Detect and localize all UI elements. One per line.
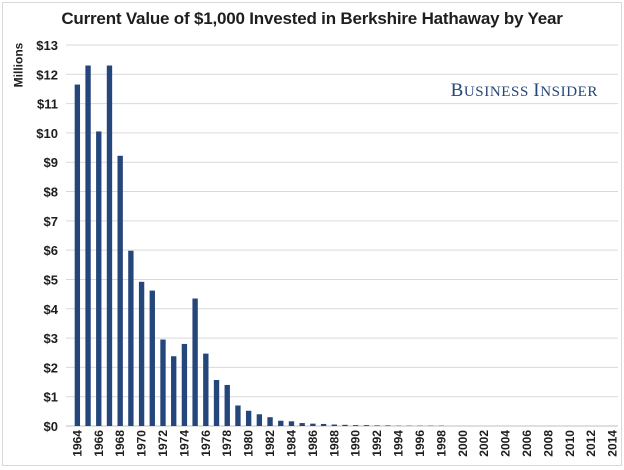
y-axis-ticks: $0 $1 $2 $3 $4 $5 $6 $7 $8 $9 $10 $11 $12 $13 xyxy=(36,38,58,434)
bar-1967 xyxy=(107,66,112,426)
x-tick-label: 1976 xyxy=(199,430,213,457)
bar-1986 xyxy=(310,424,315,426)
y-tick-label: $13 xyxy=(36,38,58,53)
bar-1990 xyxy=(353,425,358,426)
bar-1987 xyxy=(321,424,326,426)
bar-1988 xyxy=(332,425,337,426)
bar-1983 xyxy=(278,421,283,426)
x-tick-label: 1994 xyxy=(392,430,406,457)
bar-1992 xyxy=(374,425,379,426)
x-tick-label: 1972 xyxy=(156,430,170,457)
y-tick-label: $10 xyxy=(36,126,58,141)
y-tick-label: $0 xyxy=(44,419,58,434)
x-tick-label: 1982 xyxy=(263,430,277,457)
x-tick-label: 1964 xyxy=(70,430,84,457)
x-axis-ticks: 1964 1966 1968 1970 1972 1974 1976 1978 1980 1982… xyxy=(70,430,619,457)
bars xyxy=(75,66,444,426)
y-tick-label: $2 xyxy=(44,360,58,375)
bar-1965 xyxy=(85,66,90,426)
y-tick-label: $3 xyxy=(44,331,58,346)
x-tick-label: 2000 xyxy=(456,430,470,457)
x-tick-label: 1978 xyxy=(220,430,234,457)
bar-1970 xyxy=(139,282,144,426)
bar-1971 xyxy=(150,291,155,426)
bar-1966 xyxy=(96,131,101,426)
y-tick-label: $5 xyxy=(44,272,58,287)
bar-1979 xyxy=(235,405,240,426)
bar-1977 xyxy=(214,380,219,426)
x-tick-label: 1992 xyxy=(370,430,384,457)
x-tick-label: 1970 xyxy=(135,430,149,457)
bar-1980 xyxy=(246,411,251,426)
x-tick-label: 2008 xyxy=(541,430,555,457)
x-tick-label: 1984 xyxy=(284,430,298,457)
x-tick-label: 1996 xyxy=(413,430,427,457)
bar-1982 xyxy=(267,417,272,426)
y-tick-label: $9 xyxy=(44,155,58,170)
bar-1984 xyxy=(289,421,294,426)
bar-1991 xyxy=(364,425,369,426)
bar-1968 xyxy=(118,156,123,426)
bar-1978 xyxy=(225,385,230,426)
bar-1972 xyxy=(160,340,165,426)
x-tick-label: 2012 xyxy=(584,430,598,457)
y-tick-label: $11 xyxy=(37,97,58,112)
bar-1985 xyxy=(300,423,305,426)
y-tick-label: $12 xyxy=(36,67,58,82)
bar-1974 xyxy=(182,344,187,426)
y-tick-label: $6 xyxy=(44,243,58,258)
x-tick-label: 1974 xyxy=(177,430,191,457)
x-tick-label: 1966 xyxy=(92,430,106,457)
y-tick-label: $4 xyxy=(44,302,59,317)
y-tick-label: $8 xyxy=(44,185,58,200)
y-tick-label: $1 xyxy=(44,390,58,405)
bar-1969 xyxy=(128,251,133,426)
x-tick-label: 1988 xyxy=(327,430,341,457)
x-tick-label: 1980 xyxy=(242,430,256,457)
bar-1976 xyxy=(203,354,208,426)
bar-1964 xyxy=(75,85,80,426)
bar-1973 xyxy=(171,356,176,426)
x-tick-label: 2006 xyxy=(520,430,534,457)
x-tick-label: 1990 xyxy=(349,430,363,457)
x-tick-label: 2002 xyxy=(477,430,491,457)
x-tick-label: 1968 xyxy=(113,430,127,457)
x-tick-label: 1998 xyxy=(434,430,448,457)
grid-lines xyxy=(66,45,618,426)
x-tick-label: 1986 xyxy=(306,430,320,457)
bar-1989 xyxy=(342,425,347,426)
bar-1975 xyxy=(192,299,197,426)
y-tick-label: $7 xyxy=(44,214,58,229)
bar-1993 xyxy=(385,425,390,426)
x-tick-label: 2004 xyxy=(499,430,513,457)
x-tick-label: 2010 xyxy=(563,430,577,457)
bar-1981 xyxy=(257,414,262,426)
x-tick-label: 2014 xyxy=(606,430,620,457)
